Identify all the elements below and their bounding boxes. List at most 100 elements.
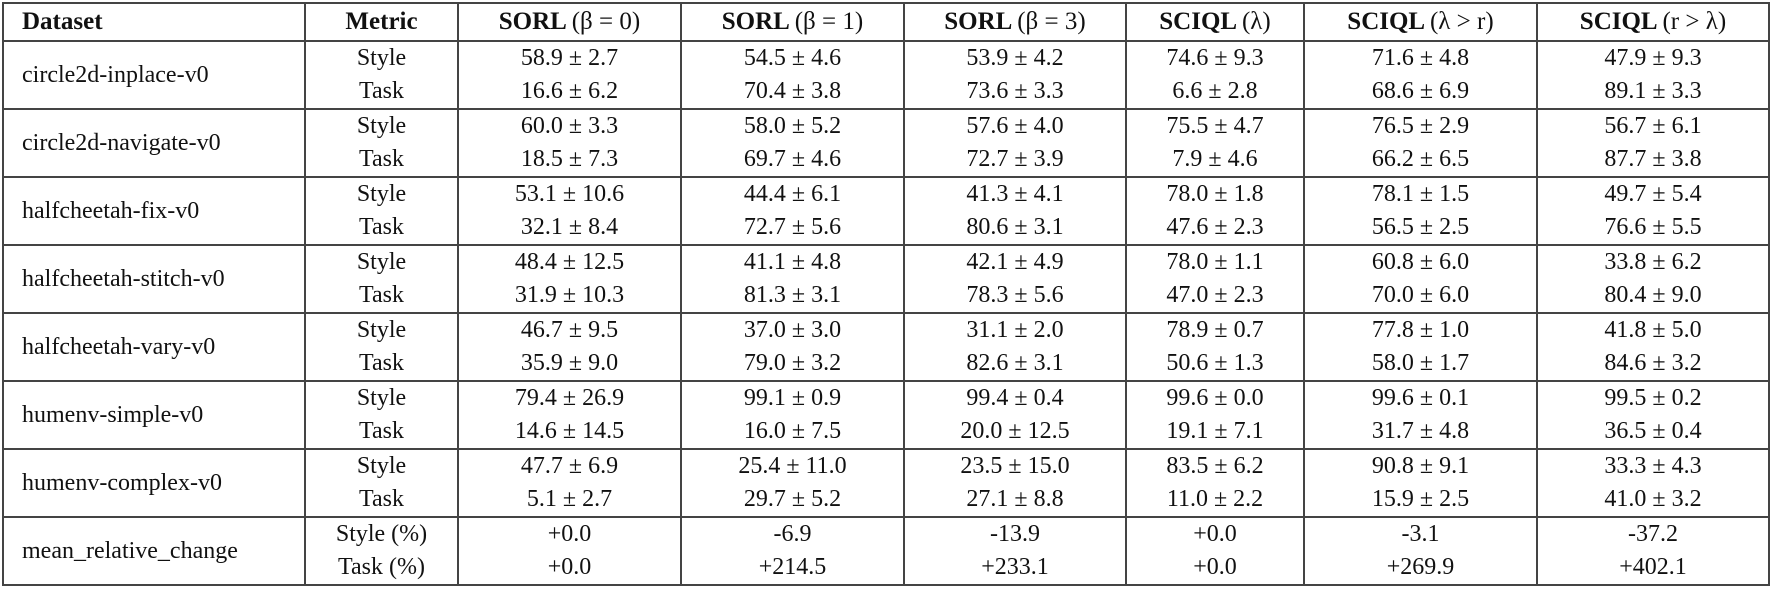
value-cell: 60.0 ± 3.3 18.5 ± 7.3 xyxy=(457,108,682,178)
value: 33.8 ± 6.2 xyxy=(1604,249,1702,275)
value: 53.1 ± 10.6 xyxy=(514,181,625,207)
metric-label: Style xyxy=(356,181,407,207)
value: 48.4 ± 12.5 xyxy=(514,249,625,275)
value: 80.6 ± 3.1 xyxy=(966,214,1064,240)
value: 99.6 ± 0.0 xyxy=(1166,385,1264,411)
value: 32.1 ± 8.4 xyxy=(520,214,619,240)
value: +0.0 xyxy=(1193,521,1237,547)
value-cell: +0.0 +0.0 xyxy=(1125,516,1305,586)
value: 66.2 ± 6.5 xyxy=(1371,146,1470,172)
value-cell: 49.7 ± 5.4 76.6 ± 5.5 xyxy=(1536,176,1770,246)
value: 75.5 ± 4.7 xyxy=(1166,113,1264,139)
value: 7.9 ± 4.6 xyxy=(1172,146,1258,172)
metric-cell: Style (%) Task (%) xyxy=(304,516,459,586)
value-cell: 48.4 ± 12.5 31.9 ± 10.3 xyxy=(457,244,682,314)
metric-label: Task xyxy=(359,350,404,376)
value: 80.4 ± 9.0 xyxy=(1604,282,1702,308)
value: 41.3 ± 4.1 xyxy=(966,181,1064,207)
value: 14.6 ± 14.5 xyxy=(514,418,625,444)
value-cell: 37.0 ± 3.0 79.0 ± 3.2 xyxy=(680,312,905,382)
metric-cell: Style Task xyxy=(304,108,459,178)
metric-label: Style xyxy=(356,113,407,139)
value: 56.7 ± 6.1 xyxy=(1604,113,1702,139)
column-header: Metric xyxy=(304,2,459,42)
table-row-group: humenv-simple-v0 Style Task 79.4 ± 26.9 14.6… xyxy=(2,380,1770,450)
metric-label: Task (%) xyxy=(338,554,425,580)
value: 78.0 ± 1.8 xyxy=(1166,181,1264,207)
value-cell: 79.4 ± 26.9 14.6 ± 14.5 xyxy=(457,380,682,450)
table-row-group: mean_relative_change Style (%) Task (%) +0.… xyxy=(2,516,1770,586)
value: 16.6 ± 6.2 xyxy=(520,78,619,104)
value: 99.4 ± 0.4 xyxy=(966,385,1064,411)
value: 70.0 ± 6.0 xyxy=(1371,282,1470,308)
dataset-cell: circle2d-navigate-v0 xyxy=(2,108,306,178)
value-cell: 58.0 ± 5.2 69.7 ± 4.6 xyxy=(680,108,905,178)
table-row-group: halfcheetah-vary-v0 Style Task 46.7 ± 9.5 35… xyxy=(2,312,1770,382)
value: 33.3 ± 4.3 xyxy=(1604,453,1702,479)
column-header-param: (β = 3) xyxy=(1017,8,1086,35)
value-cell: 33.3 ± 4.3 41.0 ± 3.2 xyxy=(1536,448,1770,518)
metric-label: Style xyxy=(356,317,407,343)
table-row-group: circle2d-inplace-v0 Style Task 58.9 ± 2.7 16… xyxy=(2,40,1770,110)
value-cell: -13.9 +233.1 xyxy=(903,516,1127,586)
value: 6.6 ± 2.8 xyxy=(1172,78,1258,104)
value: 68.6 ± 6.9 xyxy=(1371,78,1470,104)
value: 56.5 ± 2.5 xyxy=(1371,214,1470,240)
value: 50.6 ± 1.3 xyxy=(1166,350,1264,376)
value: 78.1 ± 1.5 xyxy=(1371,181,1470,207)
value-cell: 71.6 ± 4.8 68.6 ± 6.9 xyxy=(1303,40,1538,110)
column-header: SORL (β = 1) xyxy=(680,2,905,42)
column-header: SCIQL (λ) xyxy=(1125,2,1305,42)
value: +402.1 xyxy=(1619,554,1687,580)
value: 58.9 ± 2.7 xyxy=(520,45,619,71)
value-cell: +0.0 +0.0 xyxy=(457,516,682,586)
value: +269.9 xyxy=(1386,554,1455,580)
value: 78.9 ± 0.7 xyxy=(1166,317,1264,343)
metric-cell: Style Task xyxy=(304,380,459,450)
metric-cell: Style Task xyxy=(304,176,459,246)
value-cell: 60.8 ± 6.0 70.0 ± 6.0 xyxy=(1303,244,1538,314)
value: 70.4 ± 3.8 xyxy=(743,78,842,104)
value: 47.0 ± 2.3 xyxy=(1166,282,1264,308)
value: 46.7 ± 9.5 xyxy=(520,317,619,343)
value-cell: 23.5 ± 15.0 27.1 ± 8.8 xyxy=(903,448,1127,518)
value: 87.7 ± 3.8 xyxy=(1604,146,1702,172)
value: 47.6 ± 2.3 xyxy=(1166,214,1264,240)
metric-cell: Style Task xyxy=(304,40,459,110)
value: 99.6 ± 0.1 xyxy=(1371,385,1470,411)
value: 78.0 ± 1.1 xyxy=(1166,249,1264,275)
value: 49.7 ± 5.4 xyxy=(1604,181,1702,207)
value-cell: 53.1 ± 10.6 32.1 ± 8.4 xyxy=(457,176,682,246)
value: 16.0 ± 7.5 xyxy=(743,418,842,444)
value: +0.0 xyxy=(1193,554,1237,580)
value-cell: 99.4 ± 0.4 20.0 ± 12.5 xyxy=(903,380,1127,450)
header-row: Dataset Metric SORL (β = 0) SORL (β = 1) SOR… xyxy=(2,2,1770,42)
value: 72.7 ± 3.9 xyxy=(966,146,1064,172)
dataset-cell: mean_relative_change xyxy=(2,516,306,586)
metric-label: Style xyxy=(356,385,407,411)
metric-label: Task xyxy=(359,486,404,512)
value: 76.5 ± 2.9 xyxy=(1371,113,1470,139)
value-cell: 76.5 ± 2.9 66.2 ± 6.5 xyxy=(1303,108,1538,178)
value: 20.0 ± 12.5 xyxy=(960,418,1070,444)
value-cell: -6.9 +214.5 xyxy=(680,516,905,586)
value-cell: 54.5 ± 4.6 70.4 ± 3.8 xyxy=(680,40,905,110)
value-cell: 41.8 ± 5.0 84.6 ± 3.2 xyxy=(1536,312,1770,382)
value: 31.9 ± 10.3 xyxy=(514,282,625,308)
value-cell: 41.1 ± 4.8 81.3 ± 3.1 xyxy=(680,244,905,314)
value: 79.4 ± 26.9 xyxy=(514,385,625,411)
value: -6.9 xyxy=(773,521,812,547)
value-cell: 75.5 ± 4.7 7.9 ± 4.6 xyxy=(1125,108,1305,178)
value: 81.3 ± 3.1 xyxy=(743,282,842,308)
value: 58.0 ± 5.2 xyxy=(743,113,842,139)
dataset-cell: halfcheetah-stitch-v0 xyxy=(2,244,306,314)
value: -37.2 xyxy=(1628,521,1678,547)
value: 37.0 ± 3.0 xyxy=(743,317,842,343)
column-header: SCIQL (λ > r) xyxy=(1303,2,1538,42)
column-header-param: (λ) xyxy=(1241,8,1271,35)
value: 54.5 ± 4.6 xyxy=(743,45,842,71)
value-cell: 83.5 ± 6.2 11.0 ± 2.2 xyxy=(1125,448,1305,518)
value-cell: 99.6 ± 0.0 19.1 ± 7.1 xyxy=(1125,380,1305,450)
value: 60.8 ± 6.0 xyxy=(1371,249,1470,275)
